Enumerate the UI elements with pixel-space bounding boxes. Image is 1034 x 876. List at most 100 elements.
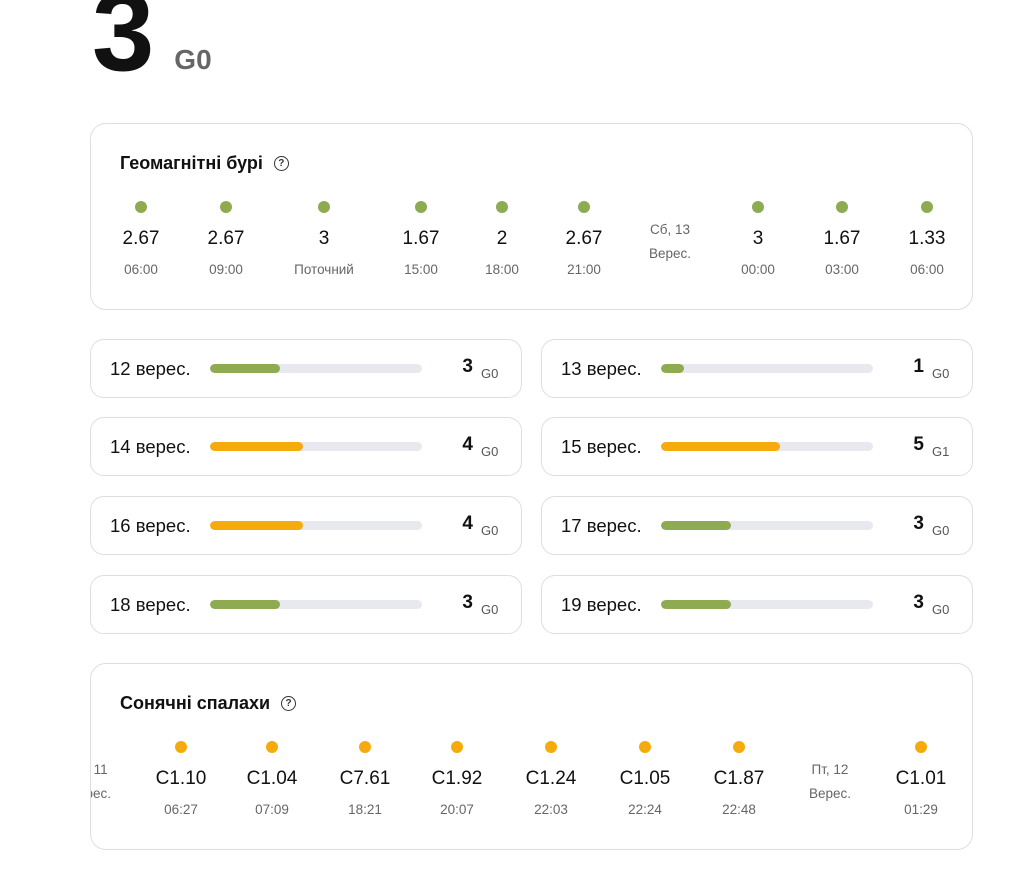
flare-class: C1.10	[155, 768, 207, 789]
day-divider-month: Верес.	[808, 786, 852, 801]
kp-time: 06:00	[124, 262, 158, 277]
forecast-kp-value: 4	[462, 513, 473, 534]
current-kp-value: 3	[92, 0, 154, 94]
kp-dot	[318, 201, 330, 213]
flare-time: 18:21	[348, 802, 382, 817]
kp-timeline-item: 2.67 06:00	[96, 201, 186, 278]
kp-time: 18:00	[485, 262, 519, 277]
help-circle-icon[interactable]: ?	[281, 696, 297, 711]
forecast-g-scale: G0	[932, 602, 950, 617]
kp-time: 21:00	[567, 262, 601, 277]
forecast-kp-value: 5	[913, 434, 924, 455]
solar-flares-card: Сонячні спалахи ? Чт, 11 Верес. C1.10 06…	[90, 663, 973, 850]
flare-dot	[266, 741, 278, 753]
flare-timeline-item: C1.04 07:09	[227, 741, 317, 818]
kp-dot	[496, 201, 508, 213]
flare-timeline-item: C1.92 20:07	[412, 741, 502, 818]
geomagnetic-storms-title-text: Геомагнітні бурі	[120, 153, 263, 173]
forecast-date: 16 верес.	[110, 515, 191, 536]
day-divider: Чт, 11 Верес.	[91, 758, 135, 806]
geomagnetic-storms-card: Геомагнітні бурі ? 2.67 06:00 2.67 09:00…	[90, 123, 973, 310]
kp-value: 3	[752, 228, 764, 249]
flare-class: C1.01	[895, 768, 947, 789]
kp-time: 06:00	[910, 262, 944, 277]
forecast-kp-value: 3	[462, 356, 473, 377]
kp-dot	[220, 201, 232, 213]
forecast-g-scale: G0	[481, 444, 499, 459]
kp-timeline-item: 1.33 06:00	[882, 201, 972, 278]
forecast-date: 13 верес.	[561, 358, 642, 379]
flare-dot	[359, 741, 371, 753]
day-divider: Сб, 13 Верес.	[625, 218, 715, 266]
forecast-g-scale: G0	[932, 366, 950, 381]
kp-value: 1.67	[402, 228, 440, 249]
forecast-g-scale: G0	[481, 366, 499, 381]
forecast-date: 12 верес.	[110, 358, 191, 379]
flare-class: C1.05	[619, 768, 671, 789]
forecast-g-scale: G0	[481, 523, 499, 538]
kp-value: 2	[496, 228, 508, 249]
kp-dot	[836, 201, 848, 213]
forecast-bar-fill	[661, 442, 780, 451]
flare-timeline-item: C1.87 22:48	[694, 741, 784, 818]
forecast-day-card: 14 верес. 4 G0	[90, 417, 522, 476]
forecast-day-card: 13 верес. 1 G0	[541, 339, 973, 398]
day-divider-month: Верес.	[648, 246, 692, 261]
flare-class: C1.87	[713, 768, 765, 789]
flare-class: C1.04	[246, 768, 298, 789]
flare-dot	[175, 741, 187, 753]
flare-dot	[915, 741, 927, 753]
forecast-bar-fill	[661, 521, 731, 530]
forecast-bar-track	[661, 442, 873, 451]
forecast-day-card: 12 верес. 3 G0	[90, 339, 522, 398]
kp-timeline-item: 2 18:00	[457, 201, 547, 278]
forecast-g-scale: G0	[481, 602, 499, 617]
flare-class: C7.61	[339, 768, 391, 789]
forecast-bar-fill	[661, 600, 731, 609]
kp-value: 2.67	[565, 228, 603, 249]
flare-timeline-item: C1.24 22:03	[506, 741, 596, 818]
forecast-date: 17 верес.	[561, 515, 642, 536]
kp-value: 3	[318, 228, 330, 249]
forecast-date: 14 верес.	[110, 436, 191, 457]
flare-class: C1.92	[431, 768, 483, 789]
flare-timeline-item: C1.05 22:24	[600, 741, 690, 818]
forecast-bar-track	[661, 600, 873, 609]
forecast-date: 15 верес.	[561, 436, 642, 457]
flare-timeline-item: C1.01 01:29	[876, 741, 966, 818]
flare-time: 20:07	[440, 802, 474, 817]
kp-value: 2.67	[207, 228, 245, 249]
forecast-kp-value: 1	[913, 356, 924, 377]
kp-timeline-item-current: 3 Поточний	[279, 201, 369, 278]
forecast-kp-value: 3	[462, 592, 473, 613]
forecast-bar-track	[210, 600, 422, 609]
forecast-bar-fill	[661, 364, 685, 373]
kp-dot	[135, 201, 147, 213]
forecast-bar-fill	[210, 600, 280, 609]
forecast-day-card: 16 верес. 4 G0	[90, 496, 522, 555]
help-circle-icon[interactable]: ?	[273, 156, 289, 171]
forecast-date: 18 верес.	[110, 594, 191, 615]
forecast-g-scale: G1	[932, 444, 950, 459]
kp-value: 1.67	[823, 228, 861, 249]
flare-dot	[639, 741, 651, 753]
forecast-kp-value: 4	[462, 434, 473, 455]
kp-dot	[415, 201, 427, 213]
forecast-date: 19 верес.	[561, 594, 642, 615]
kp-timeline-item: 2.67 09:00	[181, 201, 271, 278]
kp-timeline-item: 1.67 03:00	[797, 201, 887, 278]
flare-dot	[733, 741, 745, 753]
forecast-bar-track	[210, 442, 422, 451]
kp-time: 03:00	[825, 262, 859, 277]
geomagnetic-storms-title: Геомагнітні бурі ?	[120, 153, 289, 174]
kp-dot	[752, 201, 764, 213]
forecast-day-card: 19 верес. 3 G0	[541, 575, 973, 634]
flare-time: 06:27	[164, 802, 198, 817]
kp-dot	[921, 201, 933, 213]
current-g-scale: G0	[174, 44, 212, 75]
day-divider-day: Пт, 12	[811, 762, 849, 777]
forecast-bar-fill	[210, 442, 304, 451]
kp-value: 2.67	[122, 228, 160, 249]
kp-time: 15:00	[404, 262, 438, 277]
flare-dot	[545, 741, 557, 753]
